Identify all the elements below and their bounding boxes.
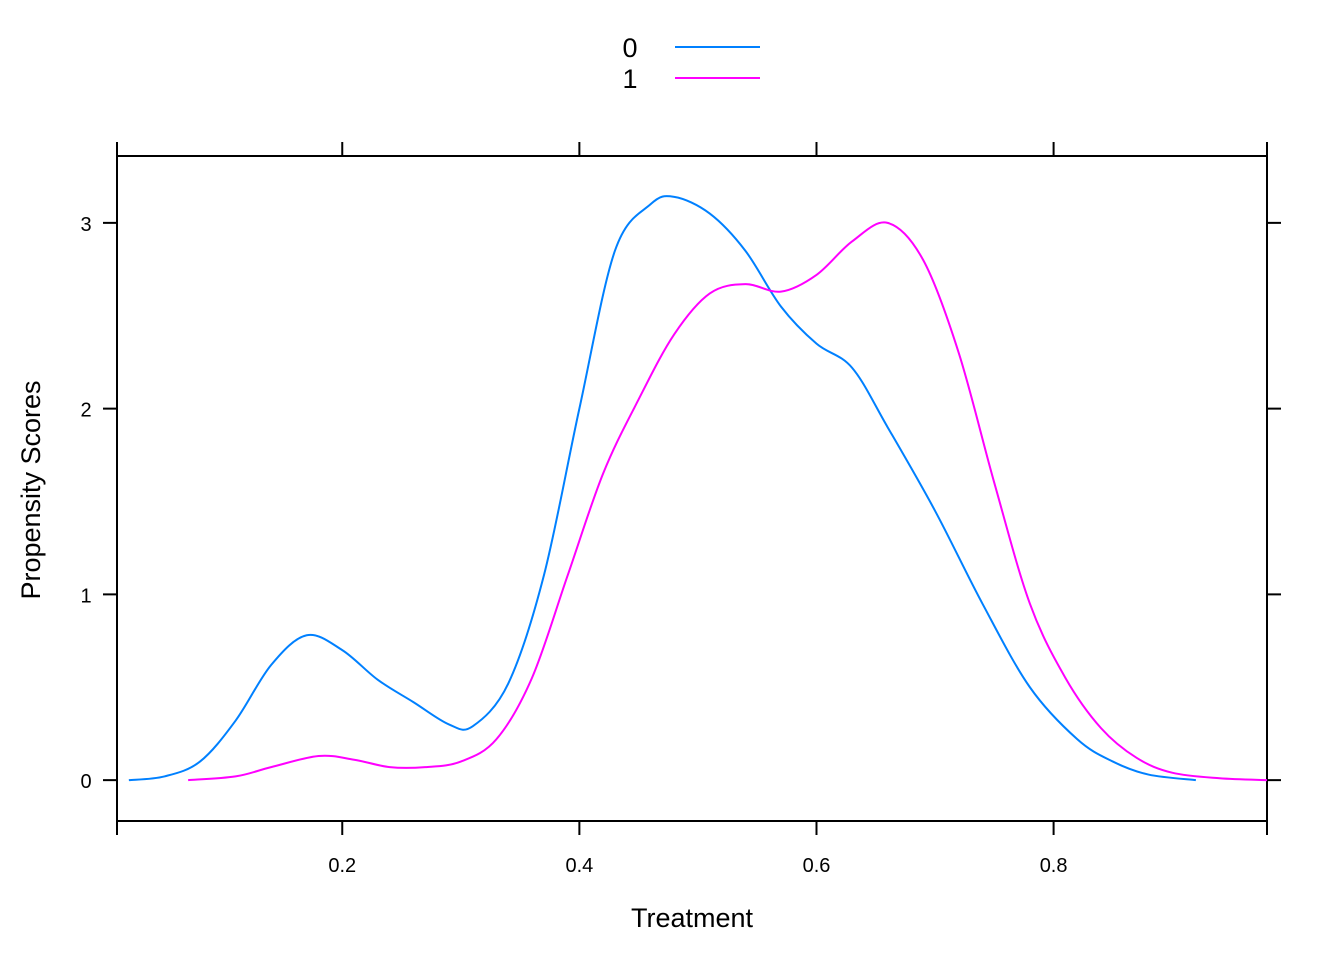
x-tick-label: 0.2 xyxy=(328,855,356,877)
y-tick-label: 3 xyxy=(80,214,91,236)
plot-frame xyxy=(116,155,1268,822)
x-axis-title: Treatment xyxy=(631,903,754,933)
x-tick-label: 0.4 xyxy=(565,855,593,877)
series-line-0 xyxy=(128,195,1196,782)
y-tick-label: 0 xyxy=(80,771,91,793)
series-line-1 xyxy=(188,221,1268,782)
series-layer xyxy=(128,195,1268,782)
legend: 01 xyxy=(622,33,760,94)
y-tick-label: 2 xyxy=(80,400,91,422)
legend-label-1: 1 xyxy=(622,64,637,94)
y-axis: 0 1 2 3 xyxy=(80,214,1281,793)
x-axis: 0.2 0.4 0.6 0.8 xyxy=(116,142,1268,877)
x-tick-label: 0.8 xyxy=(1040,855,1068,877)
y-tick-label: 1 xyxy=(80,585,91,607)
legend-label-0: 0 xyxy=(622,33,637,63)
y-axis-title: Propensity Scores xyxy=(16,380,46,599)
x-tick-label: 0.6 xyxy=(803,855,831,877)
plot-area xyxy=(116,155,1268,822)
